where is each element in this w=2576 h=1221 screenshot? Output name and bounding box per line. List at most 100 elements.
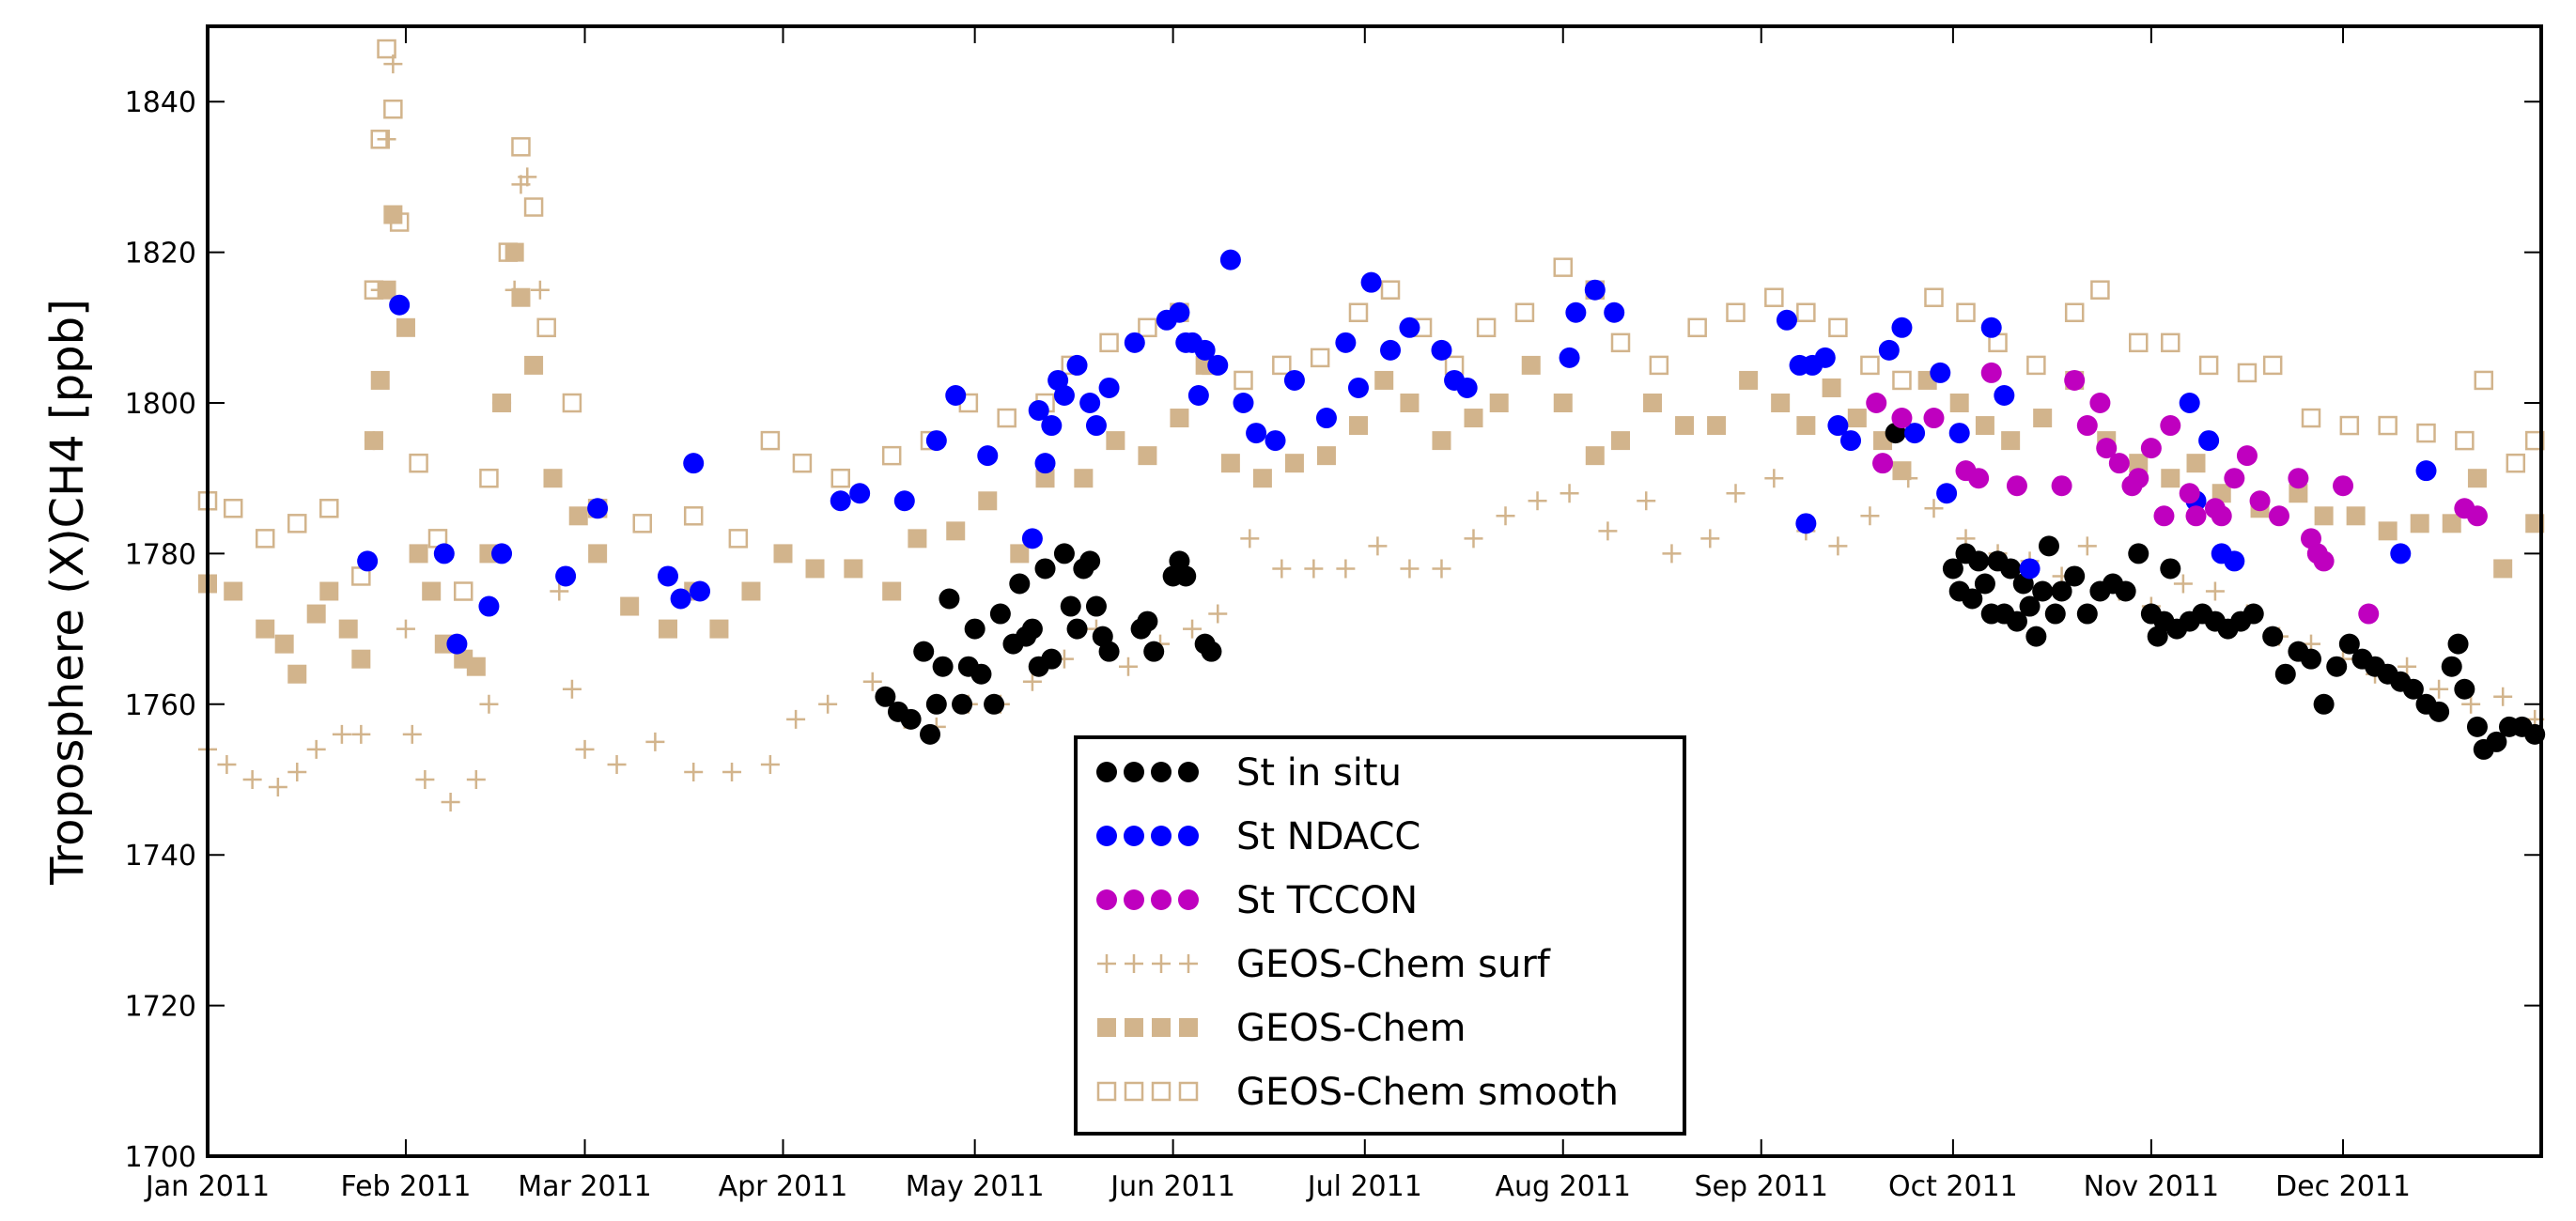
- x-tick-label: Jul 2011: [1306, 1170, 1422, 1203]
- data-point: [805, 559, 825, 579]
- data-point: [524, 355, 544, 375]
- data-point: [690, 580, 711, 602]
- data-point: [409, 453, 428, 473]
- data-point: [2237, 363, 2258, 383]
- y-tick-label: 1820: [125, 238, 196, 270]
- data-point: [1079, 550, 1101, 572]
- data-point: [2236, 445, 2258, 467]
- data-point: [1707, 416, 1727, 436]
- data-point: [849, 483, 871, 504]
- data-point: [1930, 362, 1951, 383]
- data-point: [1053, 543, 1075, 564]
- legend-marker: [1178, 826, 1199, 846]
- legend-entry: St TCCON: [1096, 879, 1418, 922]
- legend-marker: [1124, 826, 1144, 846]
- data-point: [1553, 394, 1573, 412]
- data-point: [2160, 558, 2181, 580]
- data-point: [562, 393, 582, 413]
- data-point: [2415, 460, 2437, 482]
- data-point: [518, 167, 537, 187]
- data-point: [1183, 619, 1203, 639]
- data-point: [1053, 384, 1075, 406]
- data-point: [555, 565, 577, 587]
- data-point: [900, 708, 922, 730]
- data-point: [881, 445, 902, 466]
- data-point: [709, 619, 729, 639]
- data-point: [550, 581, 569, 601]
- data-point: [1348, 302, 1369, 323]
- data-point: [1866, 393, 1887, 413]
- legend-marker: [1151, 826, 1172, 846]
- data-point: [319, 499, 339, 518]
- data-point: [1234, 370, 1253, 391]
- data-point: [1860, 355, 1880, 376]
- data-point: [945, 384, 967, 406]
- data-point: [2198, 430, 2220, 452]
- data-point: [562, 679, 582, 699]
- data-point: [1637, 491, 1656, 511]
- data-point: [1726, 302, 1746, 323]
- data-point: [383, 205, 403, 224]
- data-point: [997, 408, 1016, 428]
- data-point: [568, 506, 588, 526]
- data-point: [2466, 505, 2488, 527]
- plot-frame: [206, 24, 2543, 1158]
- data-point: [1464, 529, 1483, 549]
- data-point: [978, 491, 998, 511]
- data-point: [1795, 513, 1817, 534]
- data-point: [2096, 438, 2118, 459]
- data-point: [2326, 656, 2348, 677]
- data-point: [377, 130, 396, 149]
- data-point: [1559, 347, 1580, 368]
- data-point: [1828, 317, 1848, 338]
- x-tick-label: Jun 2011: [1109, 1170, 1235, 1203]
- data-point: [2006, 610, 2027, 632]
- legend-marker: [1096, 1081, 1117, 1102]
- legend-marker: [1096, 889, 1117, 910]
- data-point: [1219, 249, 1241, 270]
- data-point: [1009, 573, 1031, 595]
- data-point: [255, 529, 275, 549]
- data-point: [1923, 408, 1945, 429]
- data-point: [1272, 355, 1292, 376]
- x-tick-label: Nov 2011: [2084, 1170, 2219, 1203]
- data-point: [1598, 521, 1618, 541]
- data-point: [242, 770, 262, 789]
- data-point: [2314, 506, 2334, 526]
- data-point: [1034, 453, 1056, 474]
- legend-marker: [1152, 1018, 1171, 1037]
- data-point: [683, 506, 704, 526]
- data-point: [2064, 369, 2086, 391]
- data-point: [2301, 408, 2321, 428]
- data-point: [1649, 355, 1669, 376]
- data-point: [658, 619, 677, 639]
- data-point: [1687, 317, 1707, 338]
- data-point: [925, 693, 947, 715]
- x-tick-label: Feb 2011: [340, 1170, 471, 1203]
- data-point: [1904, 423, 1926, 444]
- data-point: [1432, 559, 1451, 579]
- data-point: [1034, 558, 1056, 580]
- data-point: [1010, 544, 1030, 564]
- data-point: [377, 39, 396, 59]
- data-point: [478, 595, 500, 617]
- data-point: [587, 498, 609, 519]
- data-point: [466, 657, 486, 676]
- data-point: [491, 543, 513, 564]
- x-tick-label: Dec 2011: [2275, 1170, 2411, 1203]
- legend-label: St NDACC: [1236, 815, 1420, 858]
- data-point: [306, 604, 326, 624]
- x-tick-label: May 2011: [906, 1170, 1045, 1203]
- data-point: [1560, 484, 1579, 503]
- data-point: [1521, 355, 1541, 375]
- data-point: [2077, 536, 2097, 556]
- legend-marker: [1124, 1081, 1144, 1102]
- legend-marker: [1179, 1018, 1198, 1037]
- plot-marks: [197, 39, 2546, 812]
- legend-marker: [1124, 762, 1144, 782]
- data-point: [2198, 355, 2219, 376]
- data-point: [1968, 468, 1990, 489]
- data-point: [1891, 317, 1913, 338]
- data-point: [1840, 430, 1862, 452]
- data-point: [530, 280, 550, 300]
